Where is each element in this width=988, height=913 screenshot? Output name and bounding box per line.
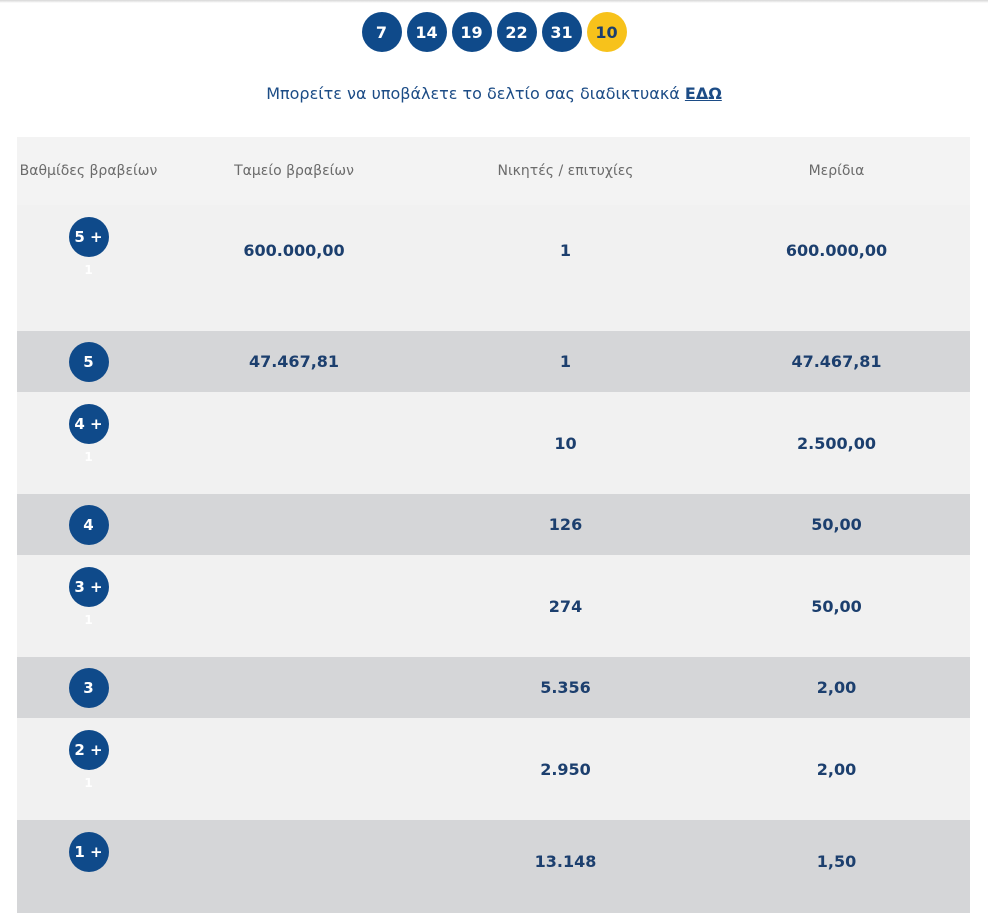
grade-cell: 3 — [17, 657, 160, 718]
grade-badge: 5 — [68, 341, 109, 382]
share-cell: 50,00 — [703, 494, 970, 555]
share-cell: 50,00 — [703, 555, 970, 657]
winners-cell: 1 — [428, 331, 703, 392]
header-share: Μερίδια — [703, 137, 970, 205]
winners-cell: 1 — [428, 205, 703, 331]
number-ball: 19 — [451, 12, 492, 52]
number-ball: 22 — [496, 12, 537, 52]
header-winners: Νικητές / επιτυχίες — [428, 137, 703, 205]
fund-cell — [160, 657, 428, 718]
grade-badge: 5 + — [68, 217, 109, 257]
grade-sub: 1 — [84, 776, 93, 790]
winners-cell: 126 — [428, 494, 703, 555]
grade-cell: 3 + 1 — [17, 555, 160, 657]
grade-cell: 2 + 1 — [17, 718, 160, 820]
share-cell: 600.000,00 — [703, 205, 970, 331]
prize-table: Βαθμίδες βραβείων Ταμείο βραβείων Νικητέ… — [17, 137, 970, 913]
grade-cell: 4 — [17, 494, 160, 555]
prize-table-header: Βαθμίδες βραβείων Ταμείο βραβείων Νικητέ… — [17, 137, 970, 205]
share-cell: 47.467,81 — [703, 331, 970, 392]
fund-cell — [160, 555, 428, 657]
share-cell: 1,50 — [703, 820, 970, 913]
share-cell: 2.500,00 — [703, 392, 970, 494]
table-row: 1 + 13.148 1,50 — [17, 820, 970, 913]
top-divider — [0, 0, 988, 3]
submit-online-notice: Μπορείτε να υποβάλετε το δελτίο σας διαδ… — [0, 84, 988, 103]
grade-badge: 2 + — [68, 730, 109, 770]
grade-badge: 3 + — [68, 567, 109, 607]
grade-badge: 1 + — [68, 832, 109, 872]
grade-badge: 4 — [68, 504, 109, 545]
table-row: 4 126 50,00 — [17, 494, 970, 555]
grade-badge: 4 + — [68, 404, 109, 444]
submit-online-link[interactable]: ΕΔΩ — [684, 84, 722, 103]
number-ball: 31 — [541, 12, 582, 52]
fund-cell — [160, 392, 428, 494]
number-ball: 14 — [406, 12, 447, 52]
share-cell: 2,00 — [703, 657, 970, 718]
joker-ball: 10 — [586, 12, 627, 52]
winners-cell: 10 — [428, 392, 703, 494]
share-cell: 2,00 — [703, 718, 970, 820]
table-row: 3 5.356 2,00 — [17, 657, 970, 718]
fund-cell — [160, 494, 428, 555]
fund-cell — [160, 820, 428, 913]
grade-cell: 4 + 1 — [17, 392, 160, 494]
winning-numbers: 7 14 19 22 31 10 — [0, 12, 988, 52]
grade-cell: 5 — [17, 331, 160, 392]
header-fund: Ταμείο βραβείων — [160, 137, 428, 205]
table-row: 5 + 1 600.000,00 1 600.000,00 — [17, 205, 970, 331]
number-ball: 7 — [361, 12, 402, 52]
table-row: 4 + 1 10 2.500,00 — [17, 392, 970, 494]
fund-cell — [160, 718, 428, 820]
grade-sub: 1 — [84, 450, 93, 464]
grade-badge: 3 — [68, 667, 109, 708]
table-row: 2 + 1 2.950 2,00 — [17, 718, 970, 820]
winners-cell: 13.148 — [428, 820, 703, 913]
fund-cell: 600.000,00 — [160, 205, 428, 331]
submit-online-text: Μπορείτε να υποβάλετε το δελτίο σας διαδ… — [266, 84, 680, 103]
winners-cell: 2.950 — [428, 718, 703, 820]
header-grades: Βαθμίδες βραβείων — [17, 137, 160, 205]
grade-sub: 1 — [84, 613, 93, 627]
grade-cell: 5 + 1 — [17, 205, 160, 331]
table-row: 3 + 1 274 50,00 — [17, 555, 970, 657]
grade-sub: 1 — [84, 263, 93, 277]
winners-cell: 274 — [428, 555, 703, 657]
table-row: 5 47.467,81 1 47.467,81 — [17, 331, 970, 392]
winners-cell: 5.356 — [428, 657, 703, 718]
grade-cell: 1 + — [17, 820, 160, 913]
fund-cell: 47.467,81 — [160, 331, 428, 392]
